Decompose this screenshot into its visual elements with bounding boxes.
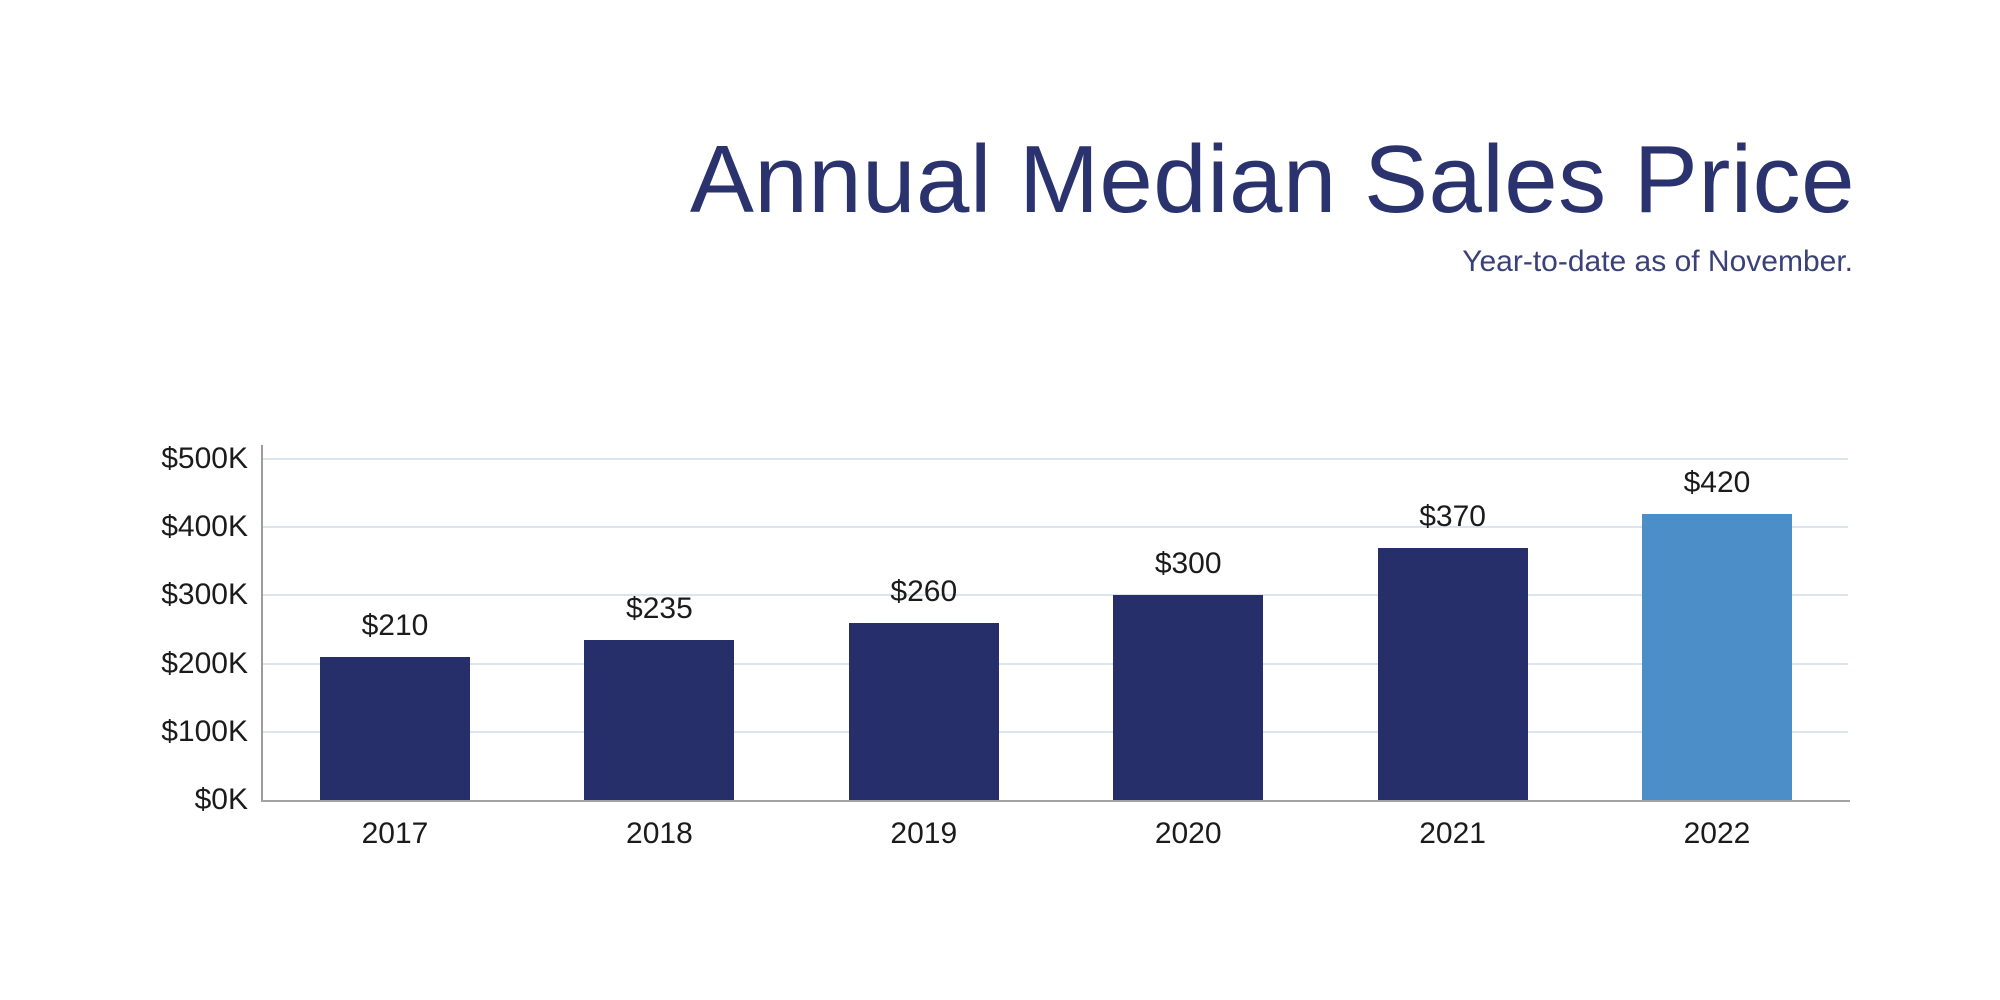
bar — [848, 622, 999, 800]
chart-subtitle: Year-to-date as of November. — [1462, 245, 1853, 279]
x-tick-label: 2019 — [890, 817, 958, 850]
plot-area: $210 $235 $260 $300 $370 $420 — [263, 458, 1848, 800]
x-tick-label: 2022 — [1683, 817, 1751, 850]
y-tick-label: $300K — [161, 578, 248, 612]
gridline — [263, 526, 1848, 529]
bar-value-label: $370 — [1419, 499, 1486, 533]
y-tick-label: $400K — [161, 510, 248, 544]
bar — [1377, 547, 1528, 800]
bar — [320, 656, 470, 800]
x-axis-line — [261, 800, 1850, 802]
x-tick-label: 2020 — [1154, 817, 1222, 850]
y-axis-line — [261, 445, 263, 802]
y-tick-label: $0K — [194, 783, 248, 816]
bar — [584, 639, 735, 800]
y-tick-label: $200K — [161, 646, 248, 680]
bar — [1113, 595, 1264, 800]
y-tick-label: $500K — [161, 442, 248, 475]
gridline — [263, 458, 1848, 460]
chart-title: Annual Median Sales Price — [689, 126, 1855, 233]
gridline — [263, 662, 1848, 665]
x-tick-label: 2018 — [626, 817, 693, 850]
bar-value-label: $210 — [361, 608, 429, 642]
x-tick-label: 2021 — [1419, 817, 1486, 850]
bar-value-label: $260 — [890, 574, 958, 608]
bar-value-label: $235 — [626, 591, 693, 625]
bar-value-label: $300 — [1154, 547, 1222, 581]
chart-header: Annual Median Sales Price Year-to-date a… — [690, 124, 1855, 280]
gridline — [263, 730, 1848, 733]
gridline — [263, 594, 1848, 597]
bar-value-label: $420 — [1683, 465, 1751, 499]
y-tick-label: $100K — [161, 714, 248, 748]
bar — [1642, 513, 1792, 800]
x-tick-label: 2017 — [361, 817, 429, 850]
